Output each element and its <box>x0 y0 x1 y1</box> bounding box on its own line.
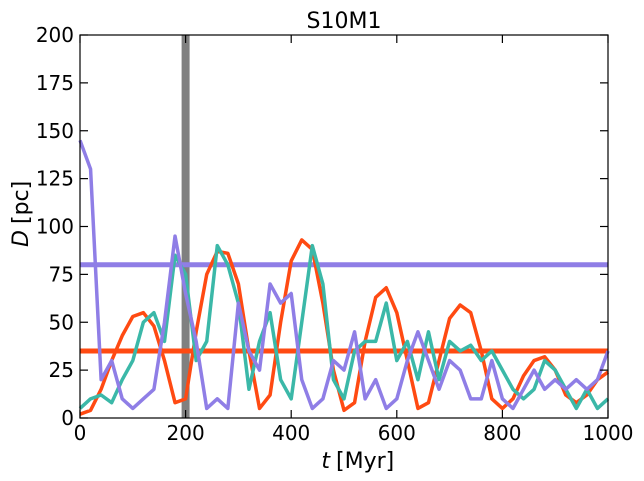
x-tick-label: 800 <box>483 421 521 445</box>
y-tick-label: 50 <box>49 310 74 334</box>
y-tick-label: 100 <box>36 215 74 239</box>
y-tick-label: 75 <box>49 262 74 286</box>
y-tick-label: 25 <box>49 358 74 382</box>
data-line <box>78 139 610 411</box>
y-axis-unit: [pc] <box>9 181 34 224</box>
y-tick-label: 0 <box>61 406 74 430</box>
x-tick-label: 200 <box>167 421 205 445</box>
x-axis-unit: [Myr] <box>336 449 394 474</box>
x-axis-symbol: t <box>321 449 331 474</box>
x-tick-label: 1000 <box>583 421 634 445</box>
chart-title: S10M1 <box>307 9 382 34</box>
y-tick-label: 125 <box>36 167 74 191</box>
x-tick-label: 0 <box>74 421 87 445</box>
x-tick-label: 400 <box>272 421 310 445</box>
data-line <box>78 243 610 411</box>
data-line <box>79 238 610 416</box>
x-tick-label: 600 <box>378 421 416 445</box>
y-tick-label: 200 <box>36 23 74 47</box>
y-tick-label: 175 <box>36 71 74 95</box>
y-tick-label: 150 <box>36 119 74 143</box>
y-axis-symbol: D <box>9 230 34 247</box>
